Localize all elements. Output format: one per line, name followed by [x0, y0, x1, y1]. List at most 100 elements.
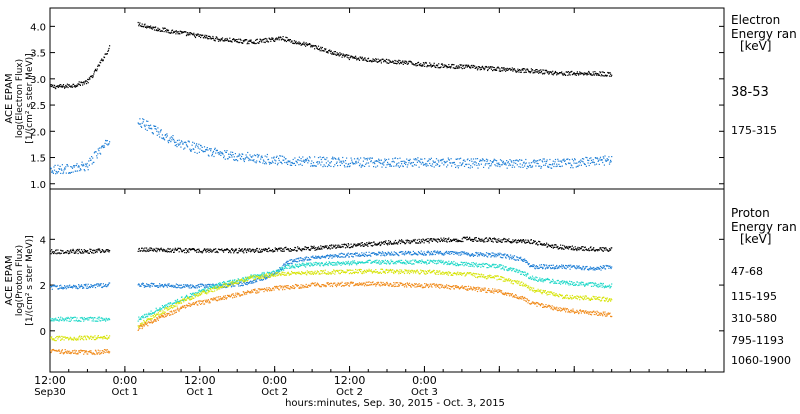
- data-point: [571, 71, 572, 72]
- data-point: [278, 37, 279, 38]
- data-point: [334, 255, 335, 256]
- data-point: [194, 295, 195, 296]
- data-point: [195, 287, 196, 288]
- data-point: [312, 256, 313, 257]
- data-point: [316, 265, 317, 266]
- data-point: [403, 262, 404, 263]
- data-point: [161, 129, 162, 130]
- data-point: [523, 68, 524, 69]
- data-point: [52, 251, 53, 252]
- data-point: [333, 166, 334, 167]
- data-point: [539, 265, 540, 266]
- data-point: [177, 302, 178, 303]
- data-point: [89, 338, 90, 339]
- data-point: [347, 55, 348, 56]
- data-point: [163, 249, 164, 250]
- data-point: [208, 36, 209, 37]
- data-point: [151, 128, 152, 129]
- data-point: [461, 67, 462, 68]
- data-point: [488, 254, 489, 255]
- y-axis-label: [1/(cm² s ster MeV)]: [25, 53, 35, 143]
- data-point: [586, 166, 587, 167]
- data-point: [107, 140, 108, 141]
- data-point: [96, 70, 97, 71]
- data-point: [63, 318, 64, 319]
- data-point: [337, 52, 338, 53]
- data-point: [502, 164, 503, 165]
- data-point: [217, 39, 218, 40]
- data-point: [92, 317, 93, 318]
- data-point: [478, 254, 479, 255]
- data-point: [524, 72, 525, 73]
- data-point: [172, 250, 173, 251]
- data-point: [523, 274, 524, 275]
- data-point: [146, 314, 147, 315]
- data-point: [334, 246, 335, 247]
- data-point: [388, 159, 389, 160]
- data-point: [592, 282, 593, 283]
- data-point: [419, 167, 420, 168]
- data-point: [144, 126, 145, 127]
- data-point: [408, 63, 409, 64]
- data-point: [173, 139, 174, 140]
- data-point: [438, 63, 439, 64]
- data-point: [377, 165, 378, 166]
- data-point: [521, 240, 522, 241]
- data-point: [56, 340, 57, 341]
- data-point: [470, 264, 471, 265]
- data-point: [565, 281, 566, 282]
- data-point: [578, 161, 579, 162]
- data-point: [441, 253, 442, 254]
- data-point: [225, 159, 226, 160]
- data-point: [319, 262, 320, 263]
- data-point: [328, 255, 329, 256]
- data-point: [143, 248, 144, 249]
- data-point: [259, 41, 260, 42]
- data-point: [565, 268, 566, 269]
- data-point: [415, 64, 416, 65]
- data-point: [504, 68, 505, 69]
- data-point: [474, 266, 475, 267]
- data-point: [475, 237, 476, 238]
- data-point: [181, 285, 182, 286]
- data-point: [234, 285, 235, 286]
- data-point: [351, 253, 352, 254]
- data-point: [390, 255, 391, 256]
- data-point: [311, 246, 312, 247]
- data-point: [88, 82, 89, 83]
- data-point: [548, 71, 549, 72]
- data-point: [460, 252, 461, 253]
- data-point: [381, 160, 382, 161]
- data-point: [293, 260, 294, 261]
- data-point: [608, 156, 609, 157]
- data-point: [561, 264, 562, 265]
- data-point: [170, 303, 171, 304]
- data-point: [331, 161, 332, 162]
- data-point: [394, 242, 395, 243]
- data-point: [66, 317, 67, 318]
- data-point: [174, 249, 175, 250]
- data-point: [394, 60, 395, 61]
- data-point: [592, 268, 593, 269]
- data-point: [562, 248, 563, 249]
- data-point: [266, 249, 267, 250]
- data-point: [367, 159, 368, 160]
- data-point: [53, 319, 54, 320]
- data-point: [60, 340, 61, 341]
- data-point: [167, 32, 168, 33]
- data-point: [97, 69, 98, 70]
- data-point: [224, 156, 225, 157]
- data-point: [289, 250, 290, 251]
- data-point: [93, 250, 94, 251]
- data-point: [356, 263, 357, 264]
- data-point: [342, 256, 343, 257]
- data-point: [80, 339, 81, 340]
- data-point: [495, 238, 496, 239]
- data-point: [66, 288, 67, 289]
- data-point: [178, 143, 179, 144]
- data-point: [142, 118, 143, 119]
- data-point: [528, 166, 529, 167]
- data-point: [521, 160, 522, 161]
- data-point: [266, 251, 267, 252]
